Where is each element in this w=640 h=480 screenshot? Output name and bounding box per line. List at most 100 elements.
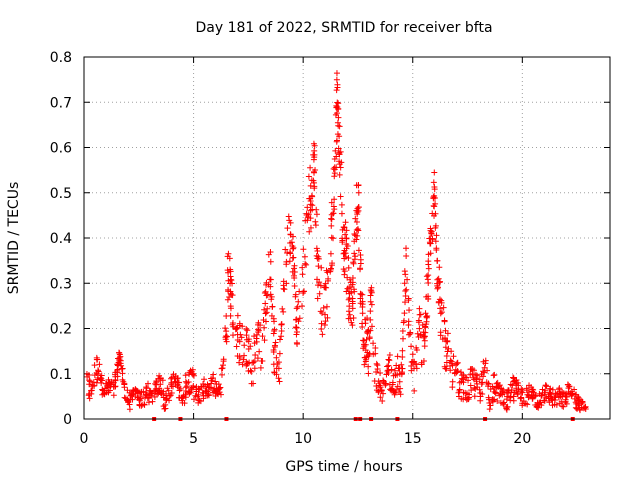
data-point xyxy=(149,389,156,396)
data-point xyxy=(429,236,436,243)
data-point xyxy=(239,323,246,330)
data-point xyxy=(217,384,224,391)
data-point xyxy=(157,381,164,388)
data-point xyxy=(287,250,294,257)
data-point xyxy=(487,402,494,409)
data-point xyxy=(310,177,317,184)
data-point xyxy=(556,400,563,407)
data-point xyxy=(234,312,241,319)
data-point xyxy=(110,392,117,399)
data-point xyxy=(124,397,131,404)
data-point xyxy=(358,291,365,298)
data-point xyxy=(317,308,324,315)
data-point xyxy=(499,400,506,407)
data-point xyxy=(279,305,286,312)
data-point xyxy=(542,382,549,389)
data-point xyxy=(338,201,345,208)
data-point xyxy=(262,300,269,307)
data-point xyxy=(416,311,423,318)
data-point xyxy=(254,321,261,328)
data-point xyxy=(574,397,581,404)
y-tick-label: 0 xyxy=(63,412,72,428)
data-point xyxy=(261,306,268,313)
data-point xyxy=(578,398,585,405)
data-point xyxy=(503,404,510,411)
data-point xyxy=(377,394,384,401)
data-point xyxy=(431,186,438,193)
data-point xyxy=(247,343,254,350)
data-point xyxy=(88,387,95,394)
data-point xyxy=(514,391,521,398)
data-point xyxy=(245,367,252,374)
data-point xyxy=(276,378,283,385)
data-point xyxy=(383,371,390,378)
data-point xyxy=(116,350,123,357)
data-point xyxy=(119,370,126,377)
data-point xyxy=(391,390,398,397)
data-point xyxy=(373,368,380,375)
data-point xyxy=(259,357,266,364)
data-point xyxy=(217,391,224,398)
data-point xyxy=(313,211,320,218)
data-point xyxy=(349,322,356,329)
data-point xyxy=(402,299,409,306)
data-point xyxy=(334,103,341,110)
data-point xyxy=(267,249,274,256)
data-point xyxy=(518,394,525,401)
data-point xyxy=(355,181,362,188)
data-point xyxy=(205,392,212,399)
data-point xyxy=(416,325,423,332)
data-point xyxy=(322,318,329,325)
data-point xyxy=(289,243,296,250)
data-point xyxy=(437,305,444,312)
data-point xyxy=(399,353,406,360)
data-point xyxy=(423,273,430,280)
data-point xyxy=(144,395,151,402)
data-point xyxy=(491,388,498,395)
data-point xyxy=(155,375,162,382)
data-point xyxy=(522,400,529,407)
data-point xyxy=(223,338,230,345)
data-point xyxy=(469,366,476,373)
data-point xyxy=(485,381,492,388)
data-point xyxy=(387,386,394,393)
data-point xyxy=(486,400,493,407)
data-point xyxy=(349,305,356,312)
data-point xyxy=(406,307,413,314)
data-point xyxy=(93,354,100,361)
data-point xyxy=(110,379,117,386)
data-point xyxy=(236,359,243,366)
data-point xyxy=(294,303,301,310)
data-point xyxy=(259,333,266,340)
data-point xyxy=(425,265,432,272)
data-point xyxy=(191,396,198,403)
data-point xyxy=(166,397,173,404)
data-point xyxy=(367,298,374,305)
data-point xyxy=(316,290,323,297)
data-point xyxy=(229,319,236,326)
data-point xyxy=(365,363,372,370)
data-point xyxy=(398,371,405,378)
data-point xyxy=(504,403,511,410)
data-point xyxy=(344,243,351,250)
y-tick-label: 0.3 xyxy=(50,276,72,292)
data-point xyxy=(380,390,387,397)
data-point xyxy=(291,283,298,290)
data-points xyxy=(83,70,589,414)
data-point xyxy=(361,361,368,368)
data-point xyxy=(367,316,374,323)
data-point xyxy=(354,232,361,239)
data-point xyxy=(328,262,335,269)
data-point xyxy=(562,391,569,398)
data-point xyxy=(181,400,188,407)
data-point xyxy=(526,382,533,389)
data-point xyxy=(124,387,131,394)
data-point xyxy=(436,296,443,303)
data-point xyxy=(484,367,491,374)
tick-labels: 0 0.1 0.2 0.3 0.4 0.5 0.6 0.7 0.8 0 5 10 15 20 xyxy=(50,50,532,447)
data-point xyxy=(321,284,328,291)
data-point xyxy=(491,371,498,378)
data-point xyxy=(346,303,353,310)
data-point xyxy=(275,365,282,372)
data-point xyxy=(432,200,439,207)
